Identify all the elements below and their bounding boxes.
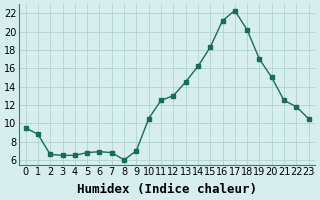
X-axis label: Humidex (Indice chaleur): Humidex (Indice chaleur): [77, 183, 257, 196]
